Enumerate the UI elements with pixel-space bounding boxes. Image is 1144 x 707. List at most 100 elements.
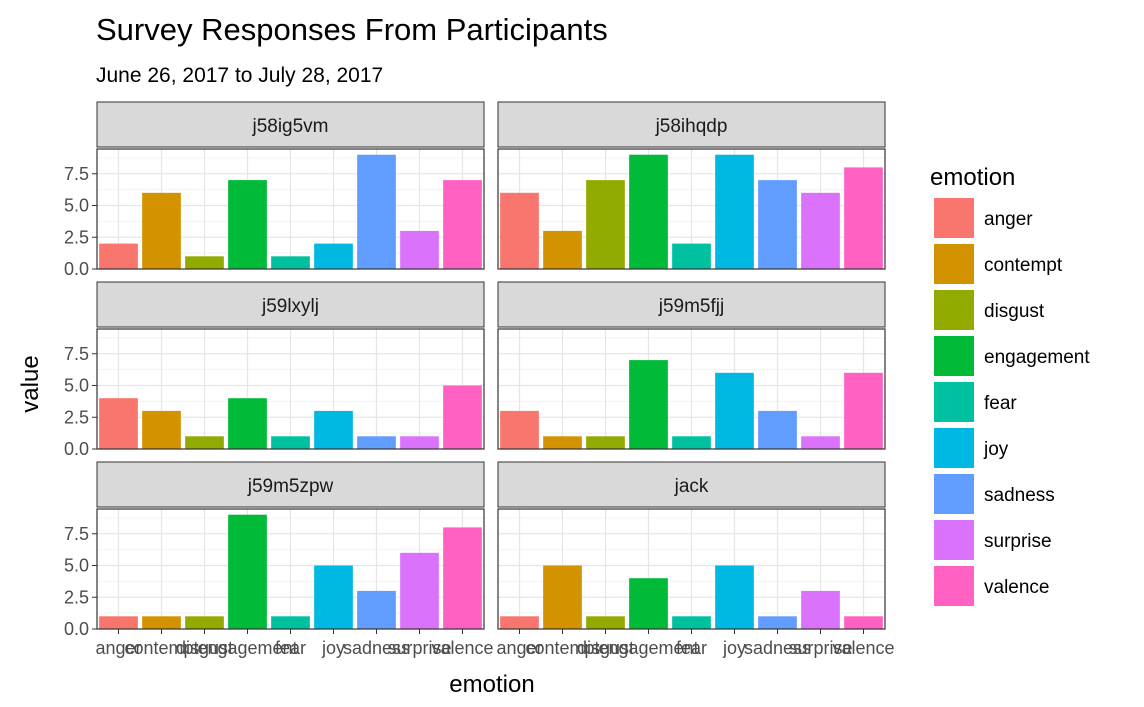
facet-panels: j58ig5vm 0.0 2.5 5.0 7.5 j58ihqdp j59lxylj 0.0 2… — [64, 101, 895, 658]
legend-label-valence: valence — [984, 577, 1050, 598]
y-tick-label: 5.0 — [64, 196, 89, 216]
y-tick-label: 0.0 — [64, 439, 89, 459]
bar-j59m5fjj-contempt — [543, 436, 582, 449]
bar-j58ig5vm-engagement — [228, 180, 267, 269]
y-tick-label: 0.0 — [64, 619, 89, 639]
x-tick-label: fear — [676, 638, 707, 658]
bar-j58ihqdp-contempt — [543, 230, 582, 269]
x-tick-label: surprise — [387, 638, 451, 658]
bar-j58ihqdp-sadness — [758, 180, 797, 269]
bar-j59m5fjj-joy — [715, 372, 754, 449]
bar-j59m5fjj-sadness — [758, 410, 797, 449]
bar-j58ig5vm-fear — [271, 256, 310, 269]
bar-j59m5fjj-engagement — [629, 360, 668, 449]
bar-j58ig5vm-contempt — [142, 192, 181, 269]
bar-j59lxylj-valence — [443, 385, 482, 449]
legend-key-fear — [934, 382, 974, 422]
x-tick-label: anger — [95, 638, 141, 658]
panel-border — [96, 148, 485, 270]
legend-label-anger: anger — [984, 209, 1033, 230]
facet-strip-label: j59m5fjj — [658, 296, 724, 317]
y-tick-label: 5.0 — [64, 556, 89, 576]
legend-key-anger — [934, 198, 974, 238]
y-tick-label: 2.5 — [64, 407, 89, 427]
facet-strip — [497, 101, 886, 148]
legend-title: emotion — [930, 164, 1015, 191]
bar-j58ig5vm-anger — [99, 243, 138, 269]
x-tick-label: surprise — [788, 638, 852, 658]
bar-j59m5zpw-valence — [443, 527, 482, 629]
x-axis-title: emotion — [449, 671, 534, 698]
legend: emotion anger contempt disgust engagement fe… — [930, 164, 1090, 606]
facet-strip-label: j59lxylj — [261, 296, 319, 317]
facet-strip-label: j58ig5vm — [251, 116, 328, 137]
x-tick-label: disgust — [577, 638, 634, 658]
bar-j59lxylj-disgust — [185, 436, 224, 449]
bar-j59m5zpw-joy — [314, 565, 353, 629]
facet-strip — [96, 461, 485, 508]
bar-j58ig5vm-disgust — [185, 256, 224, 269]
x-tick-label: contempt — [525, 638, 599, 658]
bar-jack-anger — [500, 616, 539, 629]
x-tick-label: contempt — [124, 638, 198, 658]
legend-key-sadness — [934, 474, 974, 514]
legend-key-surprise — [934, 520, 974, 560]
facet-panel-j59m5zpw: j59m5zpw 0.0 2.5 5.0 7.5 angercontemptdisgust… — [64, 461, 494, 658]
facet-strip-label: j58ihqdp — [655, 116, 728, 137]
bar-j59m5zpw-anger — [99, 616, 138, 629]
bar-j59m5zpw-surprise — [400, 552, 439, 629]
bar-j59m5zpw-fear — [271, 616, 310, 629]
x-tick-label: disgust — [176, 638, 233, 658]
bar-j59m5fjj-valence — [844, 372, 883, 449]
bar-j58ihqdp-fear — [672, 243, 711, 269]
bar-j58ihqdp-anger — [500, 192, 539, 269]
bar-j59m5zpw-engagement — [228, 514, 267, 629]
facet-strip — [497, 461, 886, 508]
bar-j59lxylj-surprise — [400, 436, 439, 449]
bar-j58ig5vm-sadness — [357, 154, 396, 269]
bar-jack-sadness — [758, 616, 797, 629]
legend-key-disgust — [934, 290, 974, 330]
x-tick-label: sadness — [343, 638, 410, 658]
facet-panel-j59lxylj: j59lxylj 0.0 2.5 5.0 7.5 — [64, 281, 485, 459]
facet-strip-label: j59m5zpw — [247, 476, 334, 497]
bar-jack-contempt — [543, 565, 582, 629]
bar-j59m5zpw-sadness — [357, 590, 396, 629]
bar-j58ig5vm-valence — [443, 180, 482, 269]
legend-key-valence — [934, 566, 974, 606]
panel-border — [96, 328, 485, 450]
bar-jack-fear — [672, 616, 711, 629]
bar-j58ihqdp-engagement — [629, 154, 668, 269]
legend-key-engagement — [934, 336, 974, 376]
bar-j59lxylj-joy — [314, 410, 353, 449]
bar-j59lxylj-engagement — [228, 398, 267, 449]
bar-j58ig5vm-surprise — [400, 230, 439, 269]
facet-panel-j58ihqdp: j58ihqdp — [497, 101, 886, 270]
x-tick-label: joy — [321, 638, 345, 658]
panel-border — [497, 148, 886, 270]
bar-j58ihqdp-surprise — [801, 192, 840, 269]
bar-j59m5fjj-surprise — [801, 436, 840, 449]
bar-j58ihqdp-joy — [715, 154, 754, 269]
y-tick-label: 0.0 — [64, 259, 89, 279]
x-tick-label: sadness — [744, 638, 811, 658]
y-tick-label: 5.0 — [64, 376, 89, 396]
legend-label-engagement: engagement — [984, 347, 1090, 368]
y-tick-label: 7.5 — [64, 344, 89, 364]
bar-j59m5fjj-anger — [500, 410, 539, 449]
bar-j59lxylj-sadness — [357, 436, 396, 449]
legend-label-contempt: contempt — [984, 255, 1063, 276]
y-tick-label: 2.5 — [64, 227, 89, 247]
panel-border — [497, 328, 886, 450]
legend-label-sadness: sadness — [984, 485, 1055, 506]
y-tick-label: 2.5 — [64, 587, 89, 607]
y-tick-label: 7.5 — [64, 164, 89, 184]
bar-j58ig5vm-joy — [314, 243, 353, 269]
bar-j59m5fjj-fear — [672, 436, 711, 449]
facet-strip — [96, 101, 485, 148]
x-tick-label: engagement — [197, 638, 297, 658]
bar-j59m5zpw-disgust — [185, 616, 224, 629]
legend-label-disgust: disgust — [984, 301, 1045, 322]
legend-key-joy — [934, 428, 974, 468]
